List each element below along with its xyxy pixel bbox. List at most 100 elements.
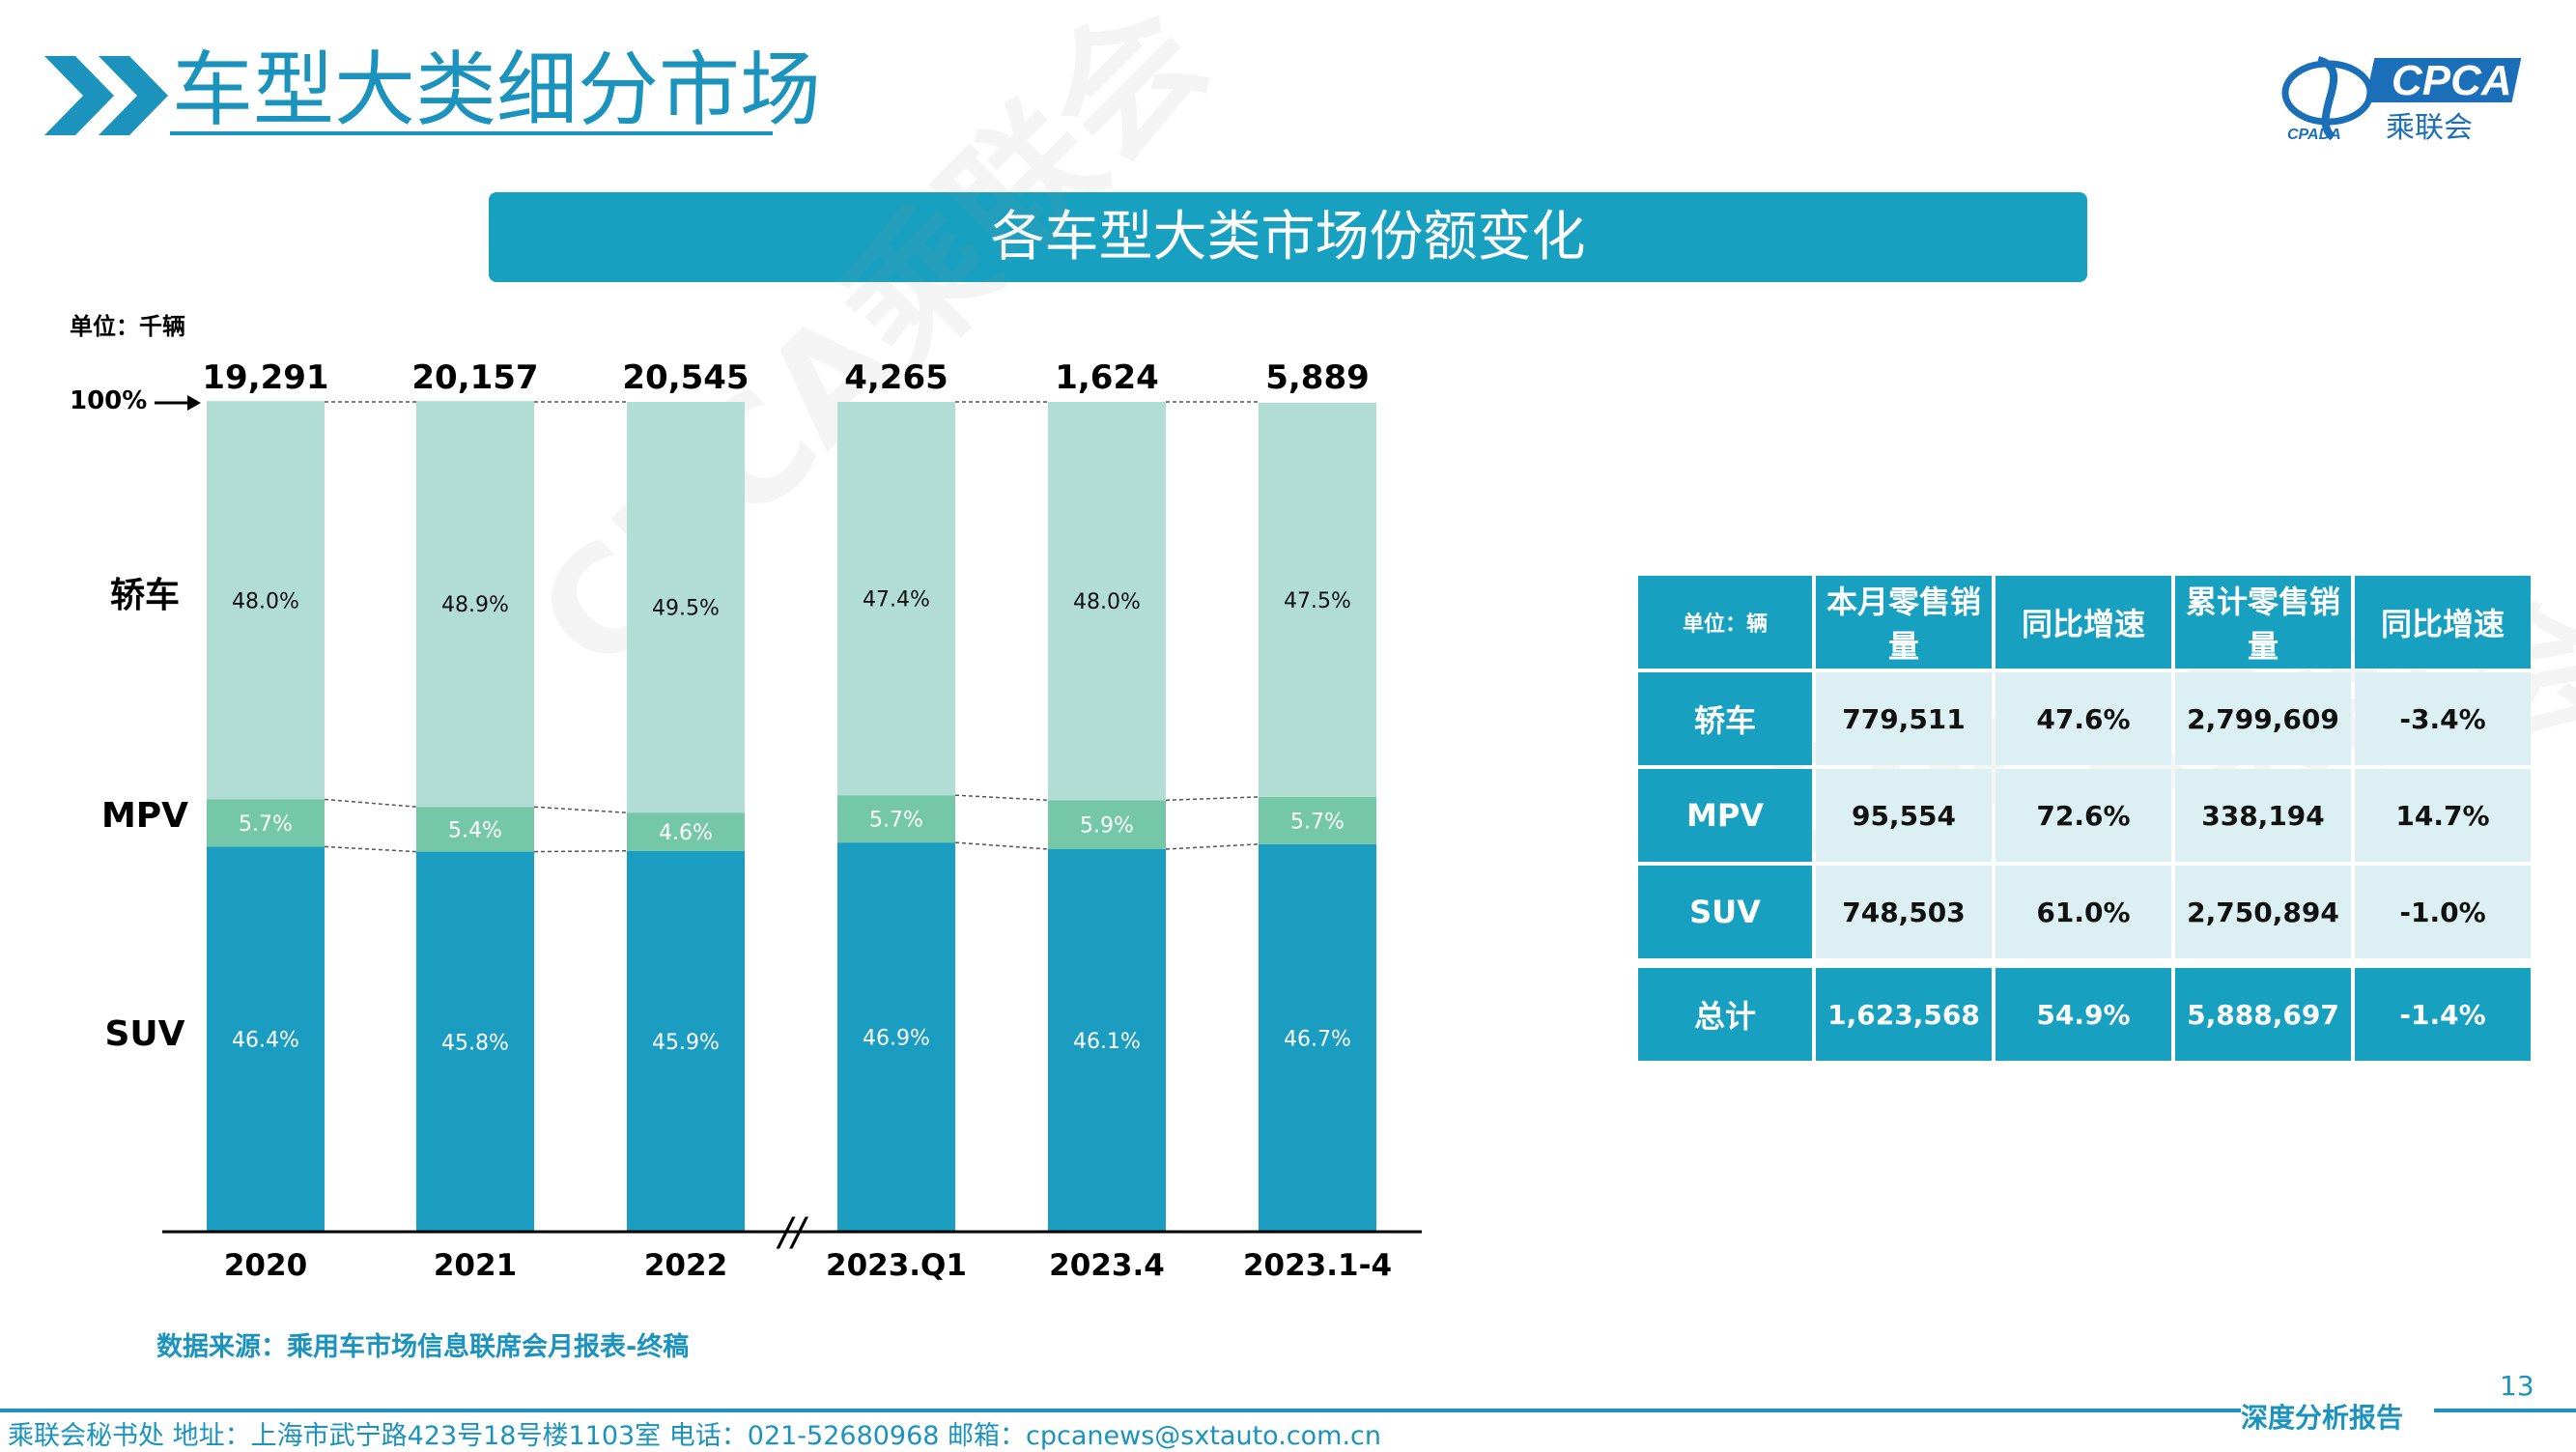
axis-break: //	[777, 1210, 809, 1255]
page-title: 车型大类细分市场	[172, 43, 822, 137]
data-label: 46.4%	[232, 1029, 299, 1053]
bar-MPV-2020	[207, 799, 325, 847]
x-tick-label: 2023.Q1	[826, 1248, 967, 1283]
legend-label-轿车: 轿车	[110, 576, 180, 615]
data-label: 45.8%	[441, 1031, 509, 1055]
legend-label-SUV: SUV	[104, 1014, 184, 1054]
x-tick-label: 2023.1-4	[1243, 1248, 1392, 1283]
table-cell: 2,799,609	[2175, 672, 2351, 765]
row-label: SUV	[1638, 866, 1812, 958]
table-cell: -1.4%	[2355, 962, 2531, 1061]
logo-sub-text: 乘联会	[2386, 111, 2473, 143]
total-label: 4,265	[844, 358, 948, 397]
data-label: 5.4%	[448, 818, 502, 842]
total-label: 20,545	[622, 358, 749, 397]
arrow-right-icon	[155, 395, 201, 411]
data-label: 5.7%	[869, 809, 923, 833]
table-cell: 54.9%	[1996, 962, 2171, 1061]
footer-divider	[2434, 1409, 2576, 1412]
total-label: 5,889	[1265, 358, 1370, 397]
table-cell: 748,503	[1816, 866, 1992, 958]
legend-label-MPV: MPV	[101, 796, 188, 836]
footer-report-label: 深度分析报告	[2241, 1402, 2404, 1434]
connector-line	[533, 849, 628, 853]
table-cell: -3.4%	[2355, 672, 2531, 765]
data-label: 5.9%	[1080, 814, 1134, 839]
sales-table: 单位：辆 本月零售销量 同比增速 累计零售销量 同比增速 轿车 779,511 …	[1634, 572, 2534, 1065]
table-header: 同比增速	[1996, 576, 2171, 669]
table-cell: 2,750,894	[2175, 866, 2351, 958]
footer-divider	[0, 1409, 2241, 1412]
connector-line	[954, 841, 1049, 850]
table-row: MPV 95,554 72.6% 338,194 14.7%	[1638, 769, 2531, 862]
bar-SUV-2023.1-4	[1259, 843, 1376, 1232]
table-cell: 5,888,697	[2175, 962, 2351, 1061]
table-cell: 47.6%	[1996, 672, 2171, 765]
total-label: 20,157	[411, 358, 538, 397]
data-label: 4.6%	[659, 821, 713, 845]
table-cell: 61.0%	[1996, 866, 2171, 958]
bar-SUV-2023.4	[1048, 849, 1166, 1232]
x-tick-label: 2022	[644, 1248, 727, 1283]
bar-轿车-2023.1-4	[1259, 402, 1376, 797]
data-label: 5.7%	[1290, 810, 1345, 834]
chart-unit-label: 单位：千辆	[70, 313, 185, 340]
table-cell: 779,511	[1816, 672, 1992, 765]
page-number: 13	[2500, 1370, 2534, 1402]
data-label: 46.9%	[863, 1027, 930, 1051]
total-label: 1,624	[1055, 358, 1159, 397]
table-row: 轿车 779,511 47.6% 2,799,609 -3.4%	[1638, 672, 2531, 765]
stacked-bar-chart: 46.4% 5.7% 48.0% 19,291 2020 45.8% 5.4% 48.9% 20…	[101, 358, 1422, 1283]
table-header: 同比增速	[2355, 576, 2531, 669]
bar-SUV-2020	[207, 846, 325, 1232]
bar-轿车-2023.4	[1048, 402, 1166, 801]
bar-SUV-2022	[627, 850, 745, 1232]
connector-line	[324, 798, 417, 808]
data-label: 46.7%	[1284, 1027, 1351, 1051]
bar-MPV-2023.Q1	[837, 795, 955, 843]
data-label: 46.1%	[1073, 1030, 1141, 1054]
table-header: 累计零售销量	[2175, 576, 2351, 669]
row-label: MPV	[1638, 769, 1812, 862]
x-tick-label: 2021	[434, 1248, 517, 1283]
logo-left-text: CPADA	[2287, 127, 2341, 143]
data-label: 48.0%	[232, 589, 299, 613]
bar-MPV-2022	[627, 812, 745, 851]
cpca-logo: CPADA CPCA 乘联会	[2281, 56, 2522, 143]
data-label: 45.9%	[652, 1031, 720, 1055]
table-cell: 14.7%	[2355, 769, 2531, 862]
connector-line	[1165, 796, 1260, 802]
bar-轿车-2022	[627, 402, 745, 813]
table-total-row: 总计 1,623,568 54.9% 5,888,697 -1.4%	[1638, 962, 2531, 1061]
x-tick-label: 2020	[224, 1248, 307, 1283]
bar-轿车-2023.Q1	[837, 402, 955, 796]
bar-轿车-2020	[207, 401, 325, 800]
table-cell: 1,623,568	[1816, 962, 1992, 1061]
row-label: 轿车	[1638, 672, 1812, 765]
total-label: 19,291	[202, 358, 328, 397]
title-underline	[170, 131, 773, 135]
table-cell: 72.6%	[1996, 769, 2171, 862]
footer-contact: 乘联会秘书处 地址：上海市武宁路423号18号楼1103室 电话：021-526…	[8, 1421, 1382, 1451]
connector-line	[324, 845, 417, 853]
row-label: 总计	[1638, 962, 1812, 1061]
top-marker-label: 100%	[70, 386, 148, 415]
table-cell: 95,554	[1816, 769, 1992, 862]
data-label: 47.5%	[1284, 589, 1351, 613]
data-label: 49.5%	[652, 597, 720, 621]
chevron-arrows-icon	[44, 56, 168, 135]
bar-轿车-2021	[416, 401, 534, 808]
bar-MPV-2023.1-4	[1259, 796, 1376, 844]
table-row: SUV 748,503 61.0% 2,750,894 -1.0%	[1638, 866, 2531, 958]
table-cell: 338,194	[2175, 769, 2351, 862]
data-label: 48.0%	[1073, 590, 1141, 614]
data-label: 5.7%	[239, 812, 293, 837]
table-unit-header: 单位：辆	[1638, 576, 1812, 669]
table-header-row: 单位：辆 本月零售销量 同比增速 累计零售销量 同比增速	[1638, 576, 2531, 669]
data-source: 数据来源：乘用车市场信息联席会月报表-终稿	[156, 1332, 690, 1362]
table-cell: -1.0%	[2355, 866, 2531, 958]
bar-MPV-2023.4	[1048, 800, 1166, 850]
connector-line	[954, 794, 1049, 802]
table-header: 本月零售销量	[1816, 576, 1992, 669]
bar-SUV-2021	[416, 851, 534, 1232]
